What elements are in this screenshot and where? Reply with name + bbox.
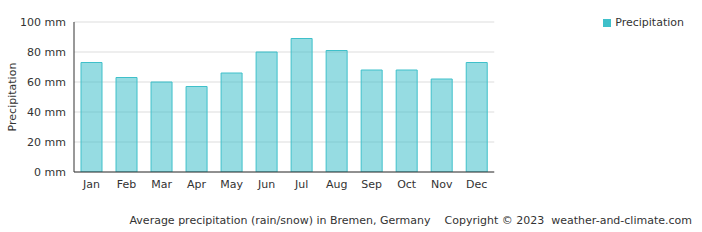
svg-text:Jun: Jun bbox=[257, 178, 275, 191]
svg-text:Sep: Sep bbox=[361, 178, 382, 191]
svg-text:Precipitation: Precipitation bbox=[8, 63, 19, 132]
svg-text:Aug: Aug bbox=[326, 178, 347, 191]
svg-text:Jul: Jul bbox=[294, 178, 308, 191]
svg-text:0 mm: 0 mm bbox=[34, 166, 66, 179]
svg-text:Apr: Apr bbox=[187, 178, 207, 191]
svg-text:20 mm: 20 mm bbox=[27, 136, 66, 149]
svg-text:Nov: Nov bbox=[431, 178, 453, 191]
svg-text:60 mm: 60 mm bbox=[27, 76, 66, 89]
html-text:Average precipitation (rain/sn: Average precipitation (rain/snow) in Bre… bbox=[129, 214, 431, 227]
svg-text:Mar: Mar bbox=[151, 178, 172, 191]
svg-text:Oct: Oct bbox=[397, 178, 417, 191]
html-text:Copyright © 2023 weather-and-c: Copyright © 2023 weather-and-climate.com bbox=[444, 214, 692, 227]
html-text:Precipitation: Precipitation bbox=[615, 16, 684, 29]
svg-text:Feb: Feb bbox=[117, 178, 136, 191]
svg-text:40 mm: 40 mm bbox=[27, 106, 66, 119]
svg-text:Jan: Jan bbox=[82, 178, 100, 191]
svg-text:Dec: Dec bbox=[466, 178, 487, 191]
svg-text:100 mm: 100 mm bbox=[20, 16, 66, 29]
svg-text:May: May bbox=[220, 178, 243, 191]
svg-text:80 mm: 80 mm bbox=[27, 46, 66, 59]
